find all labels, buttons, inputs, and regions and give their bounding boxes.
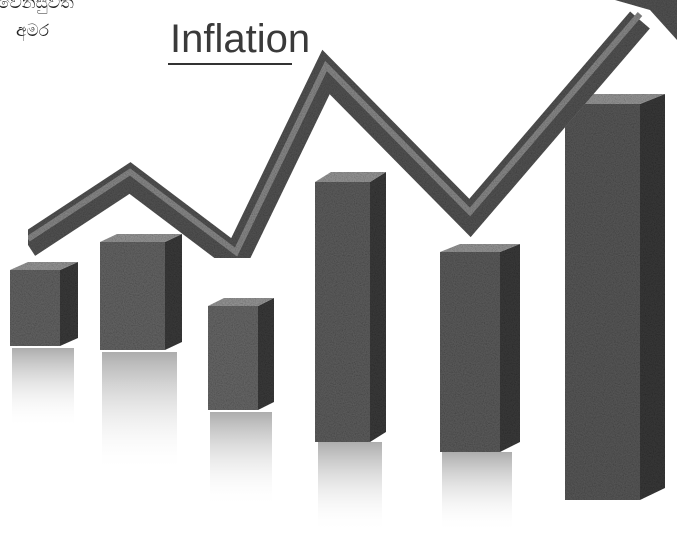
illustration: වෙනසුවත අමර Inflation	[0, 0, 677, 542]
header-line: වෙනසුවත	[0, 0, 74, 13]
title: Inflation	[170, 17, 310, 61]
header-line: අමර	[16, 21, 50, 42]
